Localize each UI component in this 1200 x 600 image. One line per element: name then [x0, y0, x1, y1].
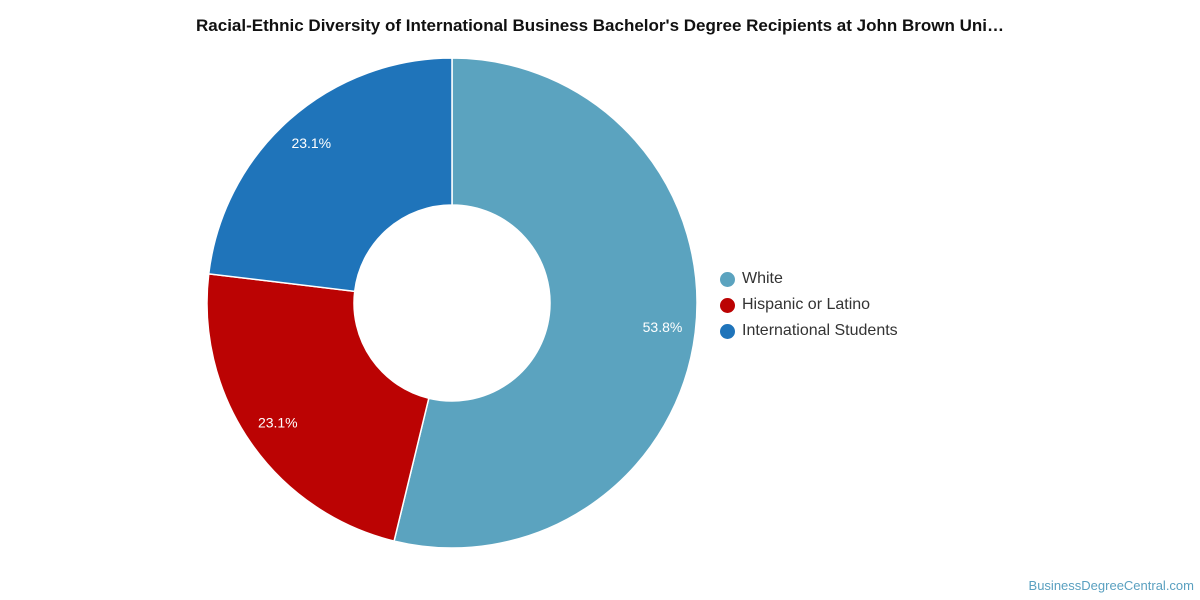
slice-hispanic-or-latino[interactable] [206, 272, 430, 542]
source-credit[interactable]: BusinessDegreeCentral.com [1028, 578, 1194, 593]
legend: White Hispanic or Latino International Stu… [720, 266, 898, 344]
legend-label: Hispanic or Latino [742, 296, 871, 313]
slice-value-label: 53.8% [643, 319, 683, 335]
legend-item[interactable]: White [720, 266, 898, 292]
slice-international-students[interactable] [207, 57, 453, 293]
slice-value-label: 23.1% [291, 135, 331, 151]
legend-item[interactable]: International Students [720, 318, 898, 344]
legend-item[interactable]: Hispanic or Latino [720, 292, 898, 318]
legend-label: International Students [742, 322, 898, 339]
legend-swatch [720, 297, 735, 313]
chart-title: Racial-Ethnic Diversity of International… [196, 16, 1004, 35]
slice-white[interactable] [393, 57, 698, 549]
legend-label: White [742, 270, 783, 287]
legend-swatch [720, 271, 735, 287]
slice-value-label: 23.1% [258, 415, 298, 431]
legend-swatch [720, 323, 735, 339]
